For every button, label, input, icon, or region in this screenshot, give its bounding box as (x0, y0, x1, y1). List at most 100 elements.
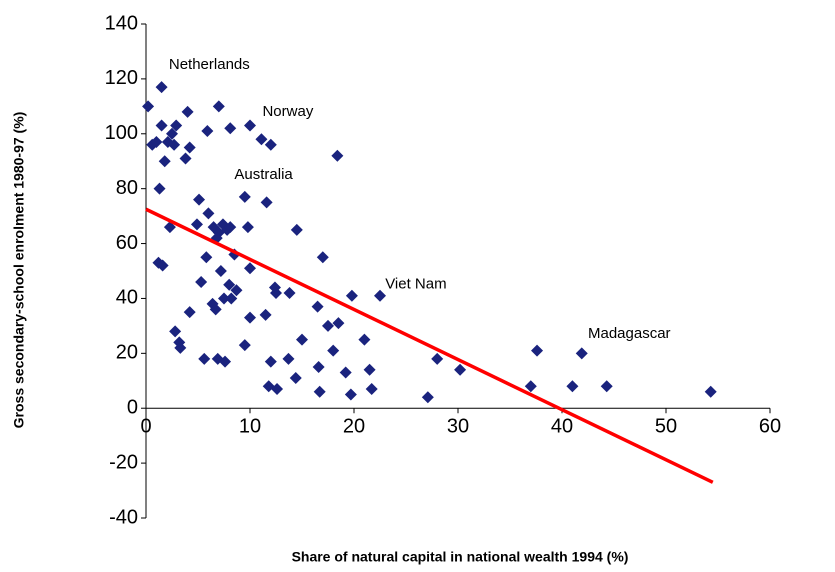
point (181, 105, 194, 118)
y-axis-title: Gross secondary-school enrolment 1980-97… (11, 112, 27, 429)
y-tick-label: 80 (116, 177, 138, 199)
point (155, 119, 168, 132)
point (704, 385, 717, 398)
point (241, 221, 254, 234)
point (201, 125, 214, 138)
y-tick-label: 0 (127, 397, 138, 419)
annotation: Norway (262, 103, 313, 120)
annotation: Viet Nam (385, 276, 446, 293)
point (224, 122, 237, 135)
point (244, 262, 256, 275)
point (202, 207, 215, 220)
point (365, 383, 378, 396)
point (524, 380, 537, 393)
x-tick-label: 60 (759, 416, 781, 438)
point (166, 127, 178, 140)
point (271, 383, 284, 396)
point (168, 138, 181, 151)
point (311, 300, 324, 313)
point (327, 344, 340, 357)
point (174, 341, 187, 354)
y-tick-label: 100 (105, 122, 138, 144)
point (214, 265, 227, 277)
point (566, 380, 579, 393)
point (219, 355, 232, 368)
point (296, 333, 308, 346)
x-axis-title: Share of natural capital in national wea… (292, 549, 629, 565)
point (183, 141, 196, 154)
x-tick-label: 10 (239, 416, 261, 438)
point (142, 100, 155, 113)
point (150, 136, 163, 149)
point (153, 182, 166, 195)
point (374, 289, 386, 302)
point (289, 372, 302, 385)
point (260, 196, 273, 209)
point (155, 81, 168, 94)
y-tick-label: 140 (105, 12, 138, 34)
point (244, 119, 256, 132)
point (212, 100, 225, 113)
x-tick-label: 40 (551, 416, 573, 438)
y-tick-label: 60 (116, 232, 138, 254)
point (238, 190, 251, 203)
y-tick-label: -20 (109, 451, 138, 473)
point (209, 303, 222, 316)
y-tick-label: 40 (116, 287, 138, 309)
point (224, 221, 237, 234)
point (339, 366, 352, 379)
point (358, 333, 371, 346)
point (312, 361, 325, 374)
point (255, 133, 268, 146)
point (225, 292, 238, 305)
point (179, 152, 192, 165)
point (264, 138, 277, 151)
point (531, 344, 544, 357)
point (259, 308, 272, 321)
point (198, 352, 211, 365)
x-tick-label: 20 (343, 416, 365, 438)
annotation: Madagascar (588, 325, 671, 342)
point (264, 355, 277, 368)
y-tick-label: -40 (109, 506, 138, 528)
x-tick-label: 50 (655, 416, 677, 438)
point (270, 286, 282, 299)
point (575, 347, 588, 360)
point (344, 388, 357, 401)
point (223, 278, 236, 291)
point (183, 306, 196, 319)
point (313, 385, 326, 398)
annotation: Australia (234, 166, 293, 183)
point (244, 311, 256, 324)
x-tick-label: 0 (140, 416, 151, 438)
point (600, 380, 613, 393)
point (200, 251, 213, 264)
point (454, 363, 467, 376)
point (193, 193, 206, 206)
point (316, 251, 329, 264)
point (283, 286, 296, 299)
point (158, 155, 171, 168)
point (331, 149, 344, 162)
point (156, 259, 169, 272)
point (345, 289, 358, 302)
x-tick-label: 30 (447, 416, 469, 438)
point (421, 391, 434, 404)
point (238, 339, 251, 352)
point (363, 363, 376, 376)
point (431, 352, 444, 365)
point (290, 223, 303, 236)
point (169, 325, 182, 338)
y-tick-label: 20 (116, 342, 138, 364)
point (282, 352, 295, 365)
annotation: Netherlands (169, 56, 250, 73)
point (218, 292, 230, 305)
point (195, 275, 208, 288)
y-tick-label: 120 (105, 67, 138, 89)
point (332, 317, 345, 330)
point (170, 119, 183, 132)
point (322, 319, 334, 332)
trend-line (145, 207, 714, 484)
point (190, 218, 203, 231)
